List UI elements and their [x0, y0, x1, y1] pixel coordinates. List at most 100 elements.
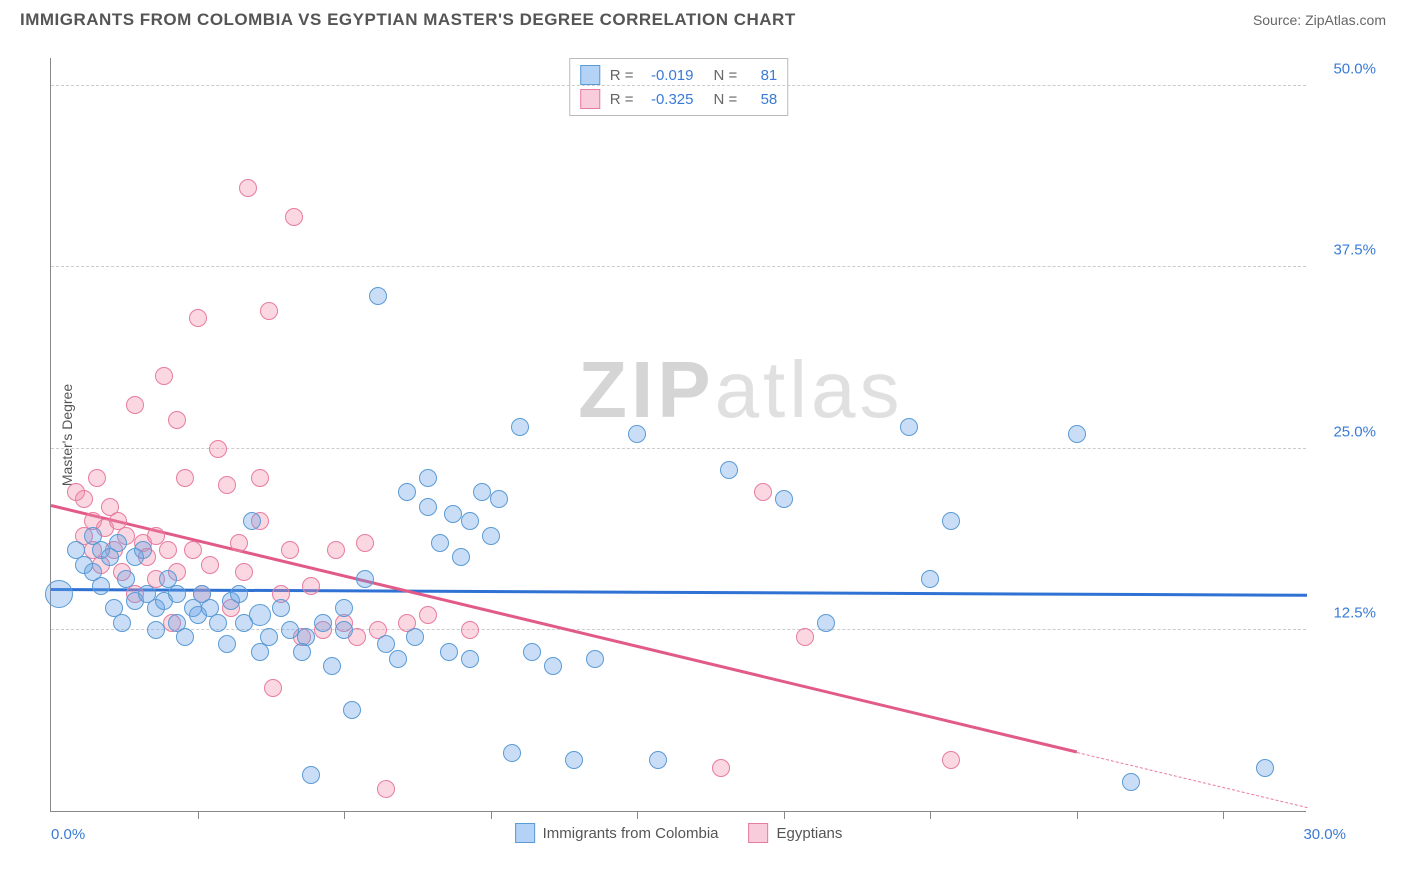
- data-point-colombia: [109, 534, 127, 552]
- data-point-colombia: [134, 541, 152, 559]
- data-point-egyptians: [159, 541, 177, 559]
- legend-item-colombia: Immigrants from Colombia: [515, 823, 719, 843]
- data-point-egyptians: [302, 577, 320, 595]
- stats-row: R =-0.325N =58: [580, 87, 778, 111]
- data-point-egyptians: [230, 534, 248, 552]
- data-point-colombia: [389, 650, 407, 668]
- data-point-colombia: [218, 635, 236, 653]
- x-tick: [784, 811, 785, 819]
- x-tick: [930, 811, 931, 819]
- stats-row: R = -0.019 N = 81: [580, 63, 778, 87]
- data-point-colombia: [942, 512, 960, 530]
- data-point-colombia: [444, 505, 462, 523]
- y-axis-title: Master's Degree: [59, 383, 75, 485]
- data-point-colombia: [281, 621, 299, 639]
- data-point-colombia: [511, 418, 529, 436]
- data-point-egyptians: [239, 179, 257, 197]
- data-point-colombia: [117, 570, 135, 588]
- grid-line: [51, 448, 1306, 449]
- data-point-egyptians: [218, 476, 236, 494]
- data-point-colombia: [176, 628, 194, 646]
- data-point-colombia: [628, 425, 646, 443]
- data-point-egyptians: [155, 367, 173, 385]
- data-point-egyptians: [796, 628, 814, 646]
- x-axis-min-label: 0.0%: [51, 826, 85, 843]
- y-tick-label: 37.5%: [1333, 242, 1376, 259]
- data-point-colombia: [406, 628, 424, 646]
- chart-title: IMMIGRANTS FROM COLOMBIA VS EGYPTIAN MAS…: [20, 10, 796, 30]
- data-point-egyptians: [126, 396, 144, 414]
- n-label: N =: [714, 91, 738, 108]
- correlation-stats-box: R = -0.019 N = 81R = -0.325 N = 58: [569, 58, 789, 116]
- data-point-colombia: [452, 548, 470, 566]
- data-point-colombia: [523, 643, 541, 661]
- trend-line: [1077, 752, 1307, 808]
- x-tick: [198, 811, 199, 819]
- data-point-colombia: [1122, 773, 1140, 791]
- data-point-colombia: [314, 614, 332, 632]
- n-value: 81: [747, 67, 777, 84]
- data-point-colombia: [243, 512, 261, 530]
- legend-label-colombia: Immigrants from Colombia: [543, 825, 719, 842]
- n-value: 58: [747, 91, 777, 108]
- data-point-egyptians: [251, 469, 269, 487]
- data-point-colombia: [297, 628, 315, 646]
- data-point-colombia: [147, 621, 165, 639]
- data-point-egyptians: [377, 780, 395, 798]
- data-point-colombia: [720, 461, 738, 479]
- data-point-colombia: [473, 483, 491, 501]
- data-point-colombia: [649, 751, 667, 769]
- n-label: N =: [714, 67, 738, 84]
- legend: Immigrants from Colombia Egyptians: [515, 823, 843, 843]
- r-label: R =: [610, 67, 634, 84]
- data-point-colombia: [419, 469, 437, 487]
- stats-swatch: [580, 65, 600, 85]
- y-tick-label: 50.0%: [1333, 61, 1376, 78]
- data-point-colombia: [565, 751, 583, 769]
- watermark: ZIPatlas: [578, 344, 903, 436]
- data-point-colombia: [92, 577, 110, 595]
- data-point-egyptians: [461, 621, 479, 639]
- source-name: ZipAtlas.com: [1305, 12, 1386, 28]
- data-point-egyptians: [235, 563, 253, 581]
- data-point-colombia: [335, 599, 353, 617]
- legend-swatch-blue: [515, 823, 535, 843]
- data-point-colombia: [419, 498, 437, 516]
- data-point-colombia: [168, 585, 186, 603]
- data-point-colombia: [921, 570, 939, 588]
- source-prefix: Source:: [1253, 12, 1305, 28]
- data-point-egyptians: [184, 541, 202, 559]
- data-point-colombia: [461, 512, 479, 530]
- data-point-colombia: [490, 490, 508, 508]
- data-point-egyptians: [285, 208, 303, 226]
- data-point-colombia: [302, 766, 320, 784]
- data-point-egyptians: [176, 469, 194, 487]
- y-tick-label: 12.5%: [1333, 604, 1376, 621]
- data-point-egyptians: [281, 541, 299, 559]
- data-point-colombia: [335, 621, 353, 639]
- data-point-egyptians: [75, 490, 93, 508]
- data-point-colombia: [260, 628, 278, 646]
- legend-item-egyptians: Egyptians: [749, 823, 843, 843]
- x-tick: [1077, 811, 1078, 819]
- data-point-colombia: [230, 585, 248, 603]
- data-point-egyptians: [264, 679, 282, 697]
- data-point-egyptians: [942, 751, 960, 769]
- data-point-colombia: [900, 418, 918, 436]
- data-point-colombia: [398, 483, 416, 501]
- data-point-colombia: [1256, 759, 1274, 777]
- y-tick-label: 25.0%: [1333, 423, 1376, 440]
- r-value: -0.325: [644, 91, 694, 108]
- stats-swatch: [580, 89, 600, 109]
- chart-source: Source: ZipAtlas.com: [1253, 12, 1386, 28]
- data-point-colombia: [343, 701, 361, 719]
- data-point-colombia: [249, 604, 271, 626]
- data-point-egyptians: [419, 606, 437, 624]
- x-tick: [637, 811, 638, 819]
- data-point-egyptians: [260, 302, 278, 320]
- data-point-egyptians: [168, 411, 186, 429]
- data-point-colombia: [503, 744, 521, 762]
- data-point-colombia: [113, 614, 131, 632]
- data-point-colombia: [482, 527, 500, 545]
- r-value: -0.019: [644, 67, 694, 84]
